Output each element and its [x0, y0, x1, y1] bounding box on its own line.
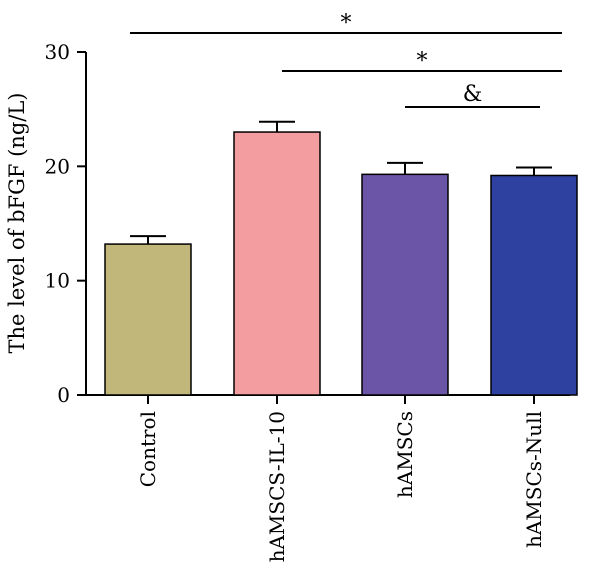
- x-tick-label: hAMSCs: [393, 411, 417, 498]
- y-axis-label: The level of bFGF (ng/L): [5, 93, 29, 354]
- significance-label: *: [341, 11, 352, 36]
- significance-label: *: [417, 49, 428, 74]
- y-tick-label: 30: [45, 40, 70, 64]
- error-bars: [130, 120, 552, 245]
- y-tick-label: 0: [57, 383, 70, 407]
- axis-labels: The level of bFGF (ng/L): [5, 93, 29, 354]
- x-tick-label: hAMSCs-Null: [522, 411, 546, 548]
- bar-hamscs-null: [490, 174, 578, 396]
- y-tick-label: 10: [45, 269, 70, 293]
- bars: [104, 131, 578, 396]
- bar-control: [104, 243, 192, 396]
- bar-hamscs: [361, 173, 449, 396]
- x-tick-label: Control: [136, 411, 160, 487]
- x-tick-label: hAMSCS-IL-10: [265, 411, 289, 562]
- bar-hamscs-il-10: [233, 131, 321, 396]
- significance-label: &: [463, 82, 483, 107]
- significance-annotations: * * &: [130, 11, 562, 108]
- axes: 0 10 20 30 Control hAMSCS-IL-10 hAMSCs hAMSCs-N…: [45, 40, 570, 562]
- y-tick-label: 20: [45, 154, 70, 178]
